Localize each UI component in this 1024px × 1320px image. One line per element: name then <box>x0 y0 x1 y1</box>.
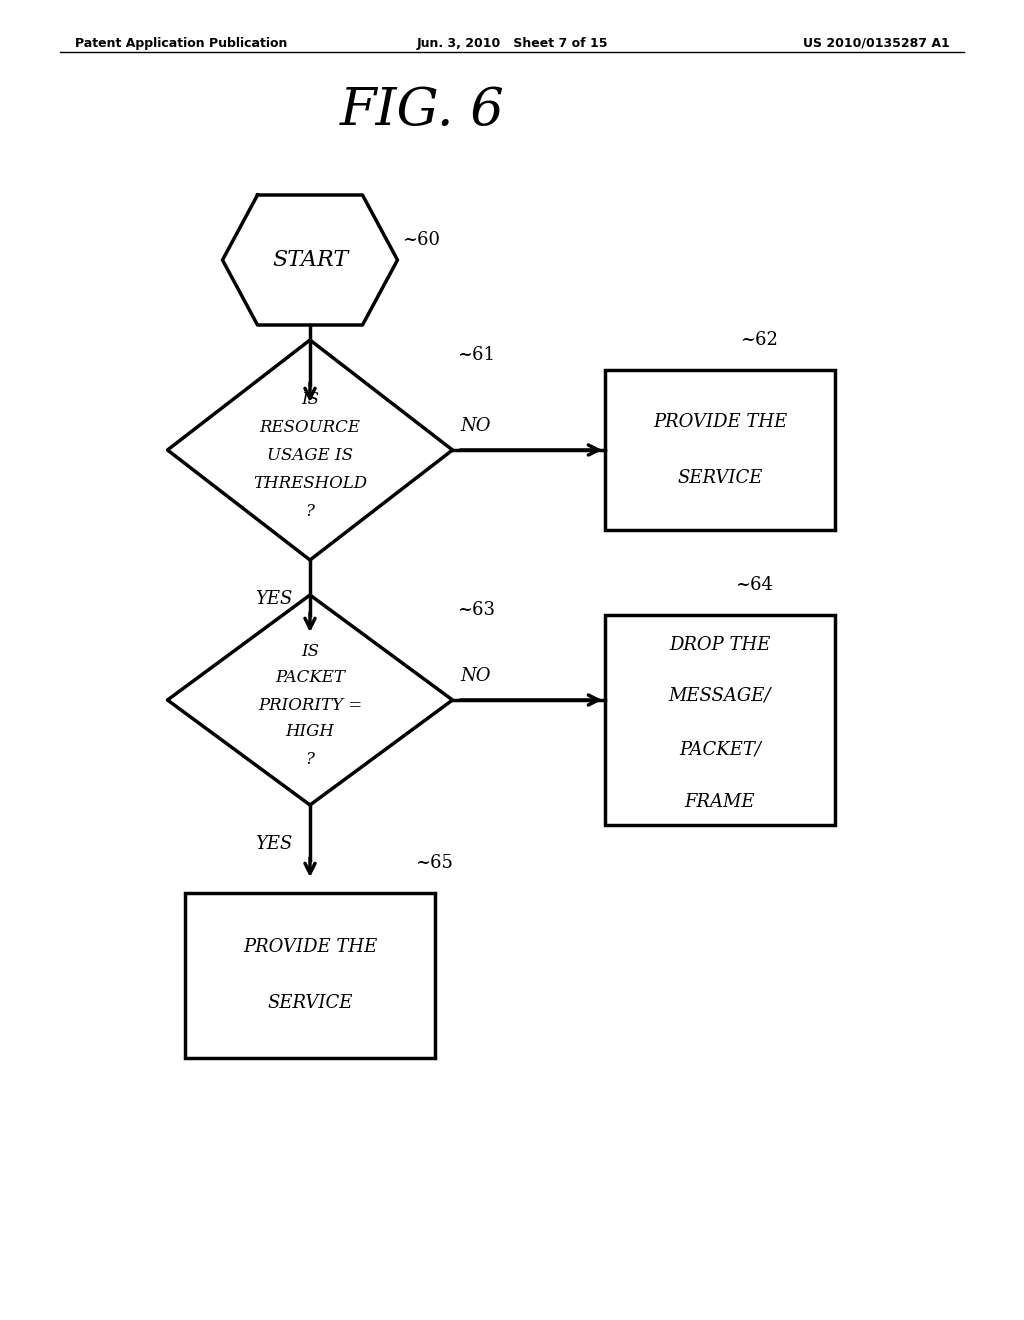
Bar <box>605 615 835 825</box>
Text: PACKET/: PACKET/ <box>679 741 761 759</box>
Text: Patent Application Publication: Patent Application Publication <box>75 37 288 50</box>
Text: US 2010/0135287 A1: US 2010/0135287 A1 <box>803 37 950 50</box>
Text: YES: YES <box>255 836 293 853</box>
Text: PROVIDE THE: PROVIDE THE <box>653 413 787 432</box>
Text: MESSAGE/: MESSAGE/ <box>669 686 771 704</box>
Text: YES: YES <box>255 590 293 609</box>
Bar <box>605 370 835 531</box>
Text: START: START <box>272 249 348 271</box>
Text: ~62: ~62 <box>740 331 778 348</box>
Text: SERVICE: SERVICE <box>267 994 352 1012</box>
Text: ~63: ~63 <box>458 601 496 619</box>
Text: ~65: ~65 <box>415 854 453 871</box>
Text: HIGH: HIGH <box>286 723 335 741</box>
Text: THRESHOLD: THRESHOLD <box>253 474 367 491</box>
Text: ~64: ~64 <box>735 576 773 594</box>
Text: USAGE IS: USAGE IS <box>267 446 353 463</box>
Text: PROVIDE THE: PROVIDE THE <box>243 939 377 956</box>
Text: NO: NO <box>461 667 490 685</box>
Text: Jun. 3, 2010   Sheet 7 of 15: Jun. 3, 2010 Sheet 7 of 15 <box>416 37 608 50</box>
Text: IS: IS <box>301 643 319 660</box>
Text: PRIORITY =: PRIORITY = <box>258 697 362 714</box>
Text: RESOURCE: RESOURCE <box>259 418 360 436</box>
Text: FRAME: FRAME <box>685 793 756 810</box>
Text: ~61: ~61 <box>458 346 496 364</box>
Text: NO: NO <box>461 417 490 436</box>
Text: FIG. 6: FIG. 6 <box>340 84 505 136</box>
Text: ?: ? <box>305 503 314 520</box>
Text: ?: ? <box>305 751 314 767</box>
Text: ~60: ~60 <box>402 231 440 249</box>
Text: PACKET: PACKET <box>275 669 345 686</box>
Text: SERVICE: SERVICE <box>677 469 763 487</box>
Bar <box>185 892 435 1057</box>
Text: IS: IS <box>301 391 319 408</box>
Text: DROP THE: DROP THE <box>670 636 771 653</box>
